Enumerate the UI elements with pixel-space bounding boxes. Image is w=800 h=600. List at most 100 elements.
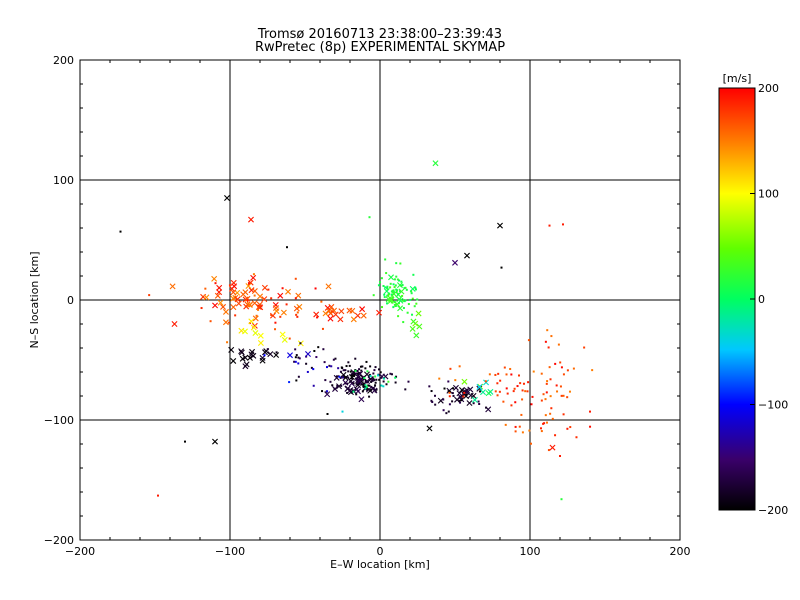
data-point-dot — [355, 372, 358, 375]
data-point-dot — [184, 440, 186, 443]
data-point-cross — [203, 294, 210, 301]
data-point-cross — [217, 299, 224, 306]
data-point-dot — [387, 293, 390, 296]
data-point-cross — [396, 282, 403, 289]
data-point-dot — [299, 342, 302, 345]
data-point-dot — [549, 395, 552, 398]
data-point-dot — [295, 354, 298, 357]
data-point-dot — [325, 366, 328, 369]
data-point-dot — [352, 372, 354, 375]
data-point-dot — [550, 407, 553, 410]
data-points — [119, 160, 594, 501]
data-point-dot — [383, 377, 386, 380]
data-point-cross — [383, 288, 390, 295]
data-point-dot — [516, 385, 519, 388]
data-point-cross — [331, 307, 338, 314]
data-point-cross — [326, 307, 333, 314]
data-point-cross — [324, 304, 331, 311]
data-point-dot — [485, 406, 488, 409]
data-point-dot — [449, 367, 452, 370]
data-point-cross — [230, 357, 237, 364]
data-point-dot — [310, 366, 313, 369]
data-point-dot — [547, 346, 550, 349]
data-point-cross — [322, 310, 329, 317]
data-point-dot — [270, 313, 273, 316]
colorbar-label: [m/s] — [723, 72, 752, 85]
data-point-dot — [368, 384, 371, 387]
data-point-dot — [295, 313, 298, 316]
data-point-dot — [569, 426, 572, 429]
data-point-dot — [331, 384, 334, 387]
data-point-dot — [255, 314, 258, 317]
data-point-dot — [478, 403, 481, 406]
data-point-dot — [384, 258, 387, 261]
x-tick-label: 100 — [520, 545, 541, 558]
data-point-dot — [499, 379, 502, 382]
data-point-cross — [251, 288, 258, 295]
data-point-cross — [216, 284, 223, 291]
data-point-dot — [559, 455, 561, 457]
data-point-dot — [500, 266, 503, 269]
data-point-dot — [385, 272, 388, 275]
data-point-dot — [543, 422, 546, 425]
colorbar-ticks: −200 −100 0 100 200 — [750, 82, 788, 517]
data-point-dot — [545, 382, 548, 385]
data-point-dot — [546, 329, 549, 332]
colorbar — [718, 87, 756, 511]
data-point-dot — [496, 394, 499, 397]
data-point-dot — [386, 285, 389, 288]
data-point-dot — [226, 341, 229, 344]
data-point-dot — [364, 367, 367, 370]
data-point-cross — [356, 378, 363, 385]
data-point-dot — [514, 430, 517, 433]
data-point-cross — [222, 308, 229, 315]
data-point-cross — [337, 316, 344, 323]
data-point-dot — [447, 390, 450, 393]
data-point-dot — [380, 277, 383, 280]
data-point-dot — [416, 298, 419, 301]
data-point-dot — [330, 365, 333, 368]
data-point-dot — [478, 390, 481, 393]
data-point-cross — [220, 303, 227, 310]
data-point-dot — [458, 395, 461, 398]
data-point-dot — [399, 298, 402, 301]
data-point-dot — [505, 387, 508, 390]
data-point-dot — [305, 362, 308, 365]
data-point-dot — [342, 369, 345, 372]
data-point-dot — [321, 390, 324, 393]
data-point-cross — [332, 386, 339, 393]
data-point-dot — [368, 395, 371, 398]
data-point-dot — [434, 394, 437, 397]
data-point-cross — [415, 310, 422, 317]
data-point-dot — [267, 288, 270, 291]
x-tick-label: 0 — [377, 545, 384, 558]
data-point-dot — [365, 381, 368, 384]
data-point-cross — [277, 292, 284, 299]
data-point-dot — [509, 367, 512, 370]
data-point-dot — [548, 224, 551, 227]
data-point-cross — [255, 304, 262, 311]
data-point-dot — [452, 394, 455, 397]
data-point-dot — [315, 356, 318, 359]
data-point-dot — [414, 288, 417, 291]
data-point-cross — [257, 340, 264, 347]
data-point-dot — [545, 421, 548, 424]
chart-title: Tromsø 20160713 23:38:00–23:39:43 — [257, 27, 502, 42]
data-point-cross — [359, 306, 366, 313]
data-point-cross — [388, 274, 395, 281]
data-point-dot — [559, 385, 562, 388]
data-point-dot — [398, 290, 401, 293]
data-point-dot — [502, 400, 505, 403]
data-point-cross — [338, 308, 345, 315]
data-point-dot — [274, 328, 277, 331]
data-point-dot — [355, 393, 358, 396]
data-point-dot — [566, 427, 569, 430]
data-point-dot — [279, 315, 282, 318]
data-point-dot — [285, 303, 288, 306]
data-point-dot — [555, 384, 558, 387]
data-point-dot — [293, 360, 296, 363]
data-point-dot — [389, 286, 392, 289]
data-point-dot — [458, 400, 461, 403]
data-point-dot — [510, 373, 513, 376]
data-point-dot — [387, 294, 390, 297]
